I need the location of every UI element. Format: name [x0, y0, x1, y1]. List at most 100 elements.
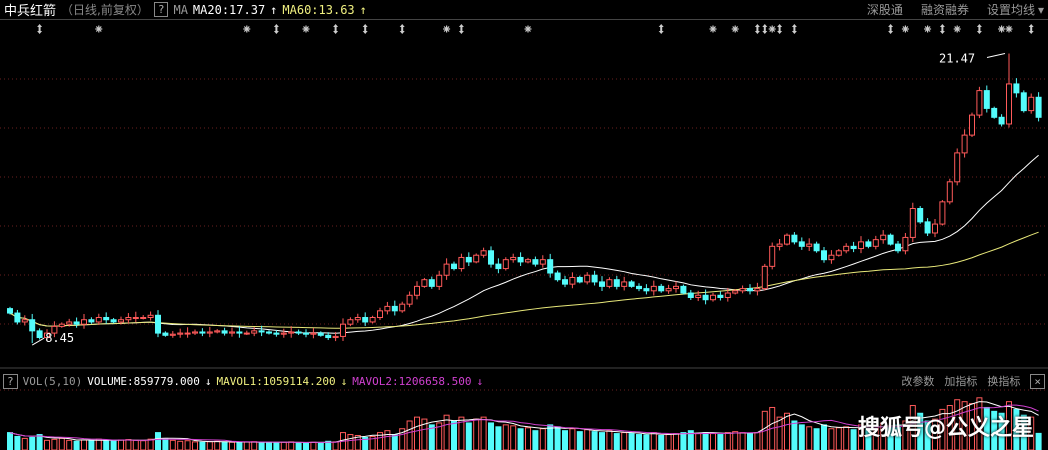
chart-header: 中兵红箭 （日线,前复权） ? MA MA20:17.37 ↑ MA60:13.… [0, 0, 1048, 20]
candle-up [347, 319, 354, 325]
volume-bar-up [354, 435, 361, 450]
candle-up [251, 330, 258, 334]
volume-bar-up [377, 432, 383, 450]
dropdown-arrow-icon[interactable]: ▾ [1037, 2, 1044, 17]
updown-marker-icon [791, 24, 797, 34]
volume-bar-up [369, 435, 376, 450]
volume-bar-down [295, 442, 302, 450]
candle-up [436, 274, 443, 287]
star-marker-stroke [954, 26, 961, 32]
volume-bar-down [850, 429, 857, 450]
volume-bar-up [288, 441, 295, 450]
candle-up [58, 323, 65, 327]
volume-bar-up [710, 433, 716, 450]
volume-bar-down [576, 431, 583, 450]
candle-up [44, 332, 50, 339]
volume-bar-down [14, 435, 21, 450]
candle-up [932, 223, 938, 234]
candle-down [266, 331, 272, 334]
volume-bar-up [835, 427, 842, 450]
candle-up [192, 331, 198, 334]
volume-bar-up [650, 432, 657, 450]
star-marker-icon [901, 25, 909, 33]
volume-bar-down [451, 420, 457, 450]
candle-down [687, 292, 694, 298]
updown-marker-icon [458, 24, 464, 34]
volume-bar-down [266, 441, 272, 450]
candle-down [791, 234, 798, 243]
volume-bar-down [658, 435, 665, 450]
volume-bar-up [192, 441, 198, 450]
ma20-value: MA20:17.37 [192, 2, 266, 17]
volume-bar-down [1035, 432, 1042, 450]
star-marker-icon [1005, 25, 1013, 33]
volume-bar-up [169, 439, 176, 450]
ma-settings-group: 设置均线 ▾ [987, 1, 1044, 18]
candle-up [954, 152, 961, 183]
close-icon[interactable]: × [1030, 373, 1045, 389]
volume-help-button[interactable]: ? [3, 373, 18, 389]
candle-up [369, 317, 376, 323]
candle-down [680, 285, 687, 294]
volume-bar-down [36, 434, 43, 450]
volume-bar-down [613, 433, 620, 450]
candle-down [258, 330, 265, 333]
candle-down [199, 331, 206, 334]
candle-up [872, 239, 879, 247]
switch-indicator-button[interactable]: 换指标 [987, 375, 1021, 388]
candle-down [428, 279, 435, 287]
period-label[interactable]: （日线,前复权） [61, 3, 149, 17]
volume-bar-down [562, 430, 568, 450]
volume-bar-up [421, 418, 428, 450]
volume-bar-up [347, 434, 354, 450]
candle-up [1006, 83, 1012, 125]
candle-down [103, 317, 110, 321]
volume-bar-up [776, 416, 783, 450]
candle-up [606, 279, 613, 287]
mavol1-down-arrow-icon: ↓ [340, 374, 348, 388]
candle-up [769, 245, 776, 267]
candle-down [317, 332, 324, 336]
volume-bar-down [591, 431, 598, 450]
volume-bar-down [702, 432, 709, 450]
add-indicator-button[interactable]: 加指标 [944, 375, 978, 388]
candle-up [761, 265, 768, 290]
volume-header-left-group: ? VOL(5,10) VOLUME:859779.000 ↓ MAVOL1:1… [3, 373, 483, 389]
volume-value: VOLUME:859779.000 [87, 374, 200, 388]
candle-up [147, 314, 154, 319]
star-marker-icon [524, 25, 532, 33]
candle-down [998, 116, 1005, 125]
candle-down [554, 272, 561, 281]
star-marker-stroke [732, 26, 739, 32]
star-marker-icon [95, 25, 103, 33]
candle-down [924, 221, 931, 234]
change-params-button[interactable]: 改参数 [901, 375, 935, 388]
volume-bar-down [547, 424, 554, 450]
candle-down [887, 234, 894, 245]
candle-up [695, 294, 702, 298]
volume-bar-up [443, 414, 450, 450]
candle-down [643, 288, 650, 292]
volume-bar-up [44, 439, 50, 450]
candle-down [14, 312, 21, 323]
margin-trading-button[interactable]: 融资融券 [920, 3, 969, 17]
candle-up [539, 259, 546, 265]
ma-settings-button[interactable]: 设置均线 [986, 3, 1035, 17]
volume-bar-down [88, 440, 95, 450]
volume-bar-up [406, 420, 413, 450]
volume-bar-down [798, 424, 805, 450]
volume-bar-down [865, 428, 872, 450]
candle-up [66, 321, 73, 325]
volume-bar-up [177, 440, 184, 450]
volume-bar-down [991, 410, 998, 450]
volume-bar-down [532, 430, 539, 450]
candle-down [221, 330, 228, 334]
volume-bar-down [813, 428, 820, 450]
candle-up [909, 208, 916, 238]
help-button[interactable]: ? [153, 2, 169, 17]
hk-connect-button[interactable]: 深股通 [866, 3, 903, 17]
candle-down [495, 263, 502, 270]
volume-bar-up [828, 428, 835, 450]
volume-bar-up [732, 431, 739, 450]
